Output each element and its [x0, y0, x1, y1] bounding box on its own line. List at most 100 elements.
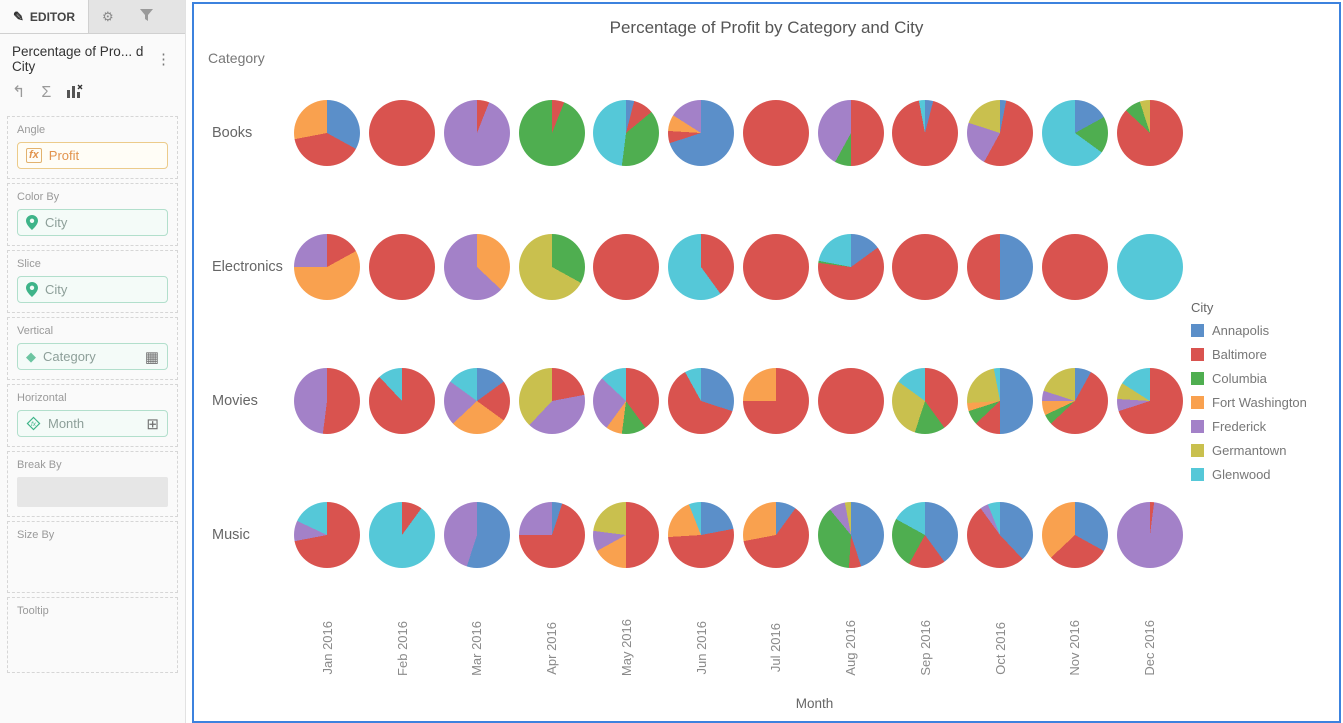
month-tick-label: Feb 2016 [394, 620, 410, 676]
pie-movies-feb-2016[interactable] [369, 368, 436, 434]
pie-books-jun-2016[interactable] [668, 100, 735, 166]
kebab-menu-icon[interactable]: ⋮ [156, 51, 171, 68]
pie-movies-mar-2016[interactable] [443, 368, 510, 434]
pie-music-oct-2016[interactable] [967, 502, 1034, 568]
pie-books-jul-2016[interactable] [742, 100, 809, 166]
pie-music-jul-2016[interactable] [742, 502, 809, 568]
sigma-icon[interactable]: Σ [41, 84, 52, 101]
pie-books-jan-2016[interactable] [294, 100, 361, 166]
pie-music-apr-2016[interactable] [518, 502, 585, 568]
pie-books-feb-2016[interactable] [369, 100, 436, 166]
pie-books-oct-2016[interactable] [967, 100, 1034, 166]
legend-swatch [1191, 372, 1204, 385]
tab-editor[interactable]: ✎ EDITOR [0, 0, 90, 33]
field-label-horizontal: Horizontal [17, 392, 67, 404]
pie-electronics-mar-2016[interactable] [443, 234, 510, 300]
field-label-break-by: Break By [17, 459, 62, 471]
pie-cell [1112, 468, 1187, 602]
pie-movies-oct-2016[interactable] [967, 368, 1034, 434]
pie-music-sep-2016[interactable] [892, 502, 959, 568]
trellis-row-movies: Movies [194, 334, 1187, 468]
legend-item-frederick[interactable]: Frederick [1191, 419, 1333, 434]
pie-movies-jan-2016[interactable] [294, 368, 361, 434]
chart-x-icon[interactable] [67, 84, 83, 102]
month-tick-label: Sep 2016 [917, 620, 933, 676]
pie-books-apr-2016[interactable] [518, 100, 585, 166]
pie-cell [739, 334, 814, 468]
pie-music-aug-2016[interactable] [817, 502, 884, 568]
pie-electronics-jul-2016[interactable] [742, 234, 809, 300]
pie-cell [888, 468, 963, 602]
pie-music-jun-2016[interactable] [668, 502, 735, 568]
legend-item-germantown[interactable]: Germantown [1191, 443, 1333, 458]
pie-books-aug-2016[interactable] [817, 100, 884, 166]
pie-music-may-2016[interactable] [593, 502, 660, 568]
pie-cell [813, 334, 888, 468]
field-group-size-by[interactable]: Size By [7, 521, 178, 593]
pie-books-sep-2016[interactable] [892, 100, 959, 166]
pie-movies-aug-2016[interactable] [817, 368, 884, 434]
pie-cell [813, 200, 888, 334]
pie-electronics-jan-2016[interactable] [294, 234, 361, 300]
pie-electronics-nov-2016[interactable] [1041, 234, 1108, 300]
angle-field-profit[interactable]: fx Profit [17, 142, 168, 169]
legend-item-baltimore[interactable]: Baltimore [1191, 347, 1333, 362]
pie-books-dec-2016[interactable] [1116, 100, 1183, 166]
month-tick-label: Jun 2016 [693, 621, 709, 675]
pie-electronics-may-2016[interactable] [593, 234, 660, 300]
horizontal-field-month[interactable]: fx Month ⊞ [17, 410, 168, 437]
calendar-icon[interactable]: ⊞ [146, 415, 159, 433]
pie-electronics-apr-2016[interactable] [518, 234, 585, 300]
pie-movies-jun-2016[interactable] [668, 368, 735, 434]
pie-cell [739, 200, 814, 334]
legend-item-glenwood[interactable]: Glenwood [1191, 467, 1333, 482]
tab-filter[interactable] [127, 0, 166, 33]
pie-movies-jul-2016[interactable] [742, 368, 809, 434]
field-group-tooltip[interactable]: Tooltip [7, 597, 178, 673]
pie-books-may-2016[interactable] [593, 100, 660, 166]
break-by-drop-zone[interactable] [17, 477, 168, 507]
pie-books-nov-2016[interactable] [1041, 100, 1108, 166]
location-pin-icon [26, 215, 38, 230]
legend-item-annapolis[interactable]: Annapolis [1191, 323, 1333, 338]
pie-books-mar-2016[interactable] [443, 100, 510, 166]
vertical-field-category[interactable]: ◆ Category ▦ [17, 343, 168, 370]
pencil-icon: ✎ [13, 8, 24, 24]
pie-music-mar-2016[interactable] [443, 502, 510, 568]
pie-cell [963, 468, 1038, 602]
editor-tabbar: ✎ EDITOR ⚙ [0, 0, 185, 34]
pie-music-nov-2016[interactable] [1041, 502, 1108, 568]
chart-panel[interactable]: Percentage of Profit by Category and Cit… [192, 2, 1341, 723]
month-label-cell: Oct 2016 [963, 602, 1038, 694]
pie-movies-sep-2016[interactable] [892, 368, 959, 434]
pie-electronics-aug-2016[interactable] [817, 234, 884, 300]
pie-cell [514, 334, 589, 468]
pie-movies-dec-2016[interactable] [1116, 368, 1183, 434]
month-tick-label: Apr 2016 [544, 621, 560, 675]
legend-item-columbia[interactable]: Columbia [1191, 371, 1333, 386]
pie-electronics-dec-2016[interactable] [1116, 234, 1183, 300]
month-label-cell: May 2016 [589, 602, 664, 694]
pie-electronics-jun-2016[interactable] [668, 234, 735, 300]
color-by-field-city[interactable]: City [17, 209, 168, 236]
grid-icon[interactable]: ▦ [144, 348, 159, 366]
pie-cell [290, 468, 365, 602]
pie-movies-apr-2016[interactable] [518, 368, 585, 434]
tab-settings[interactable]: ⚙ [89, 0, 127, 33]
pie-electronics-oct-2016[interactable] [967, 234, 1034, 300]
field-label-vertical: Vertical [17, 325, 54, 337]
pie-music-jan-2016[interactable] [294, 502, 361, 568]
field-group-slice: Slice City [7, 250, 178, 313]
pie-music-feb-2016[interactable] [369, 502, 436, 568]
slice-field-city[interactable]: City [17, 276, 168, 303]
undo-icon[interactable]: ↰ [12, 84, 26, 101]
pie-movies-nov-2016[interactable] [1041, 368, 1108, 434]
legend-item-fort-washington[interactable]: Fort Washington [1191, 395, 1333, 410]
pie-cell [963, 66, 1038, 200]
location-pin-icon [26, 282, 38, 297]
pie-music-dec-2016[interactable] [1116, 502, 1183, 568]
pie-cell [664, 66, 739, 200]
pie-electronics-sep-2016[interactable] [892, 234, 959, 300]
pie-electronics-feb-2016[interactable] [369, 234, 436, 300]
pie-movies-may-2016[interactable] [593, 368, 660, 434]
